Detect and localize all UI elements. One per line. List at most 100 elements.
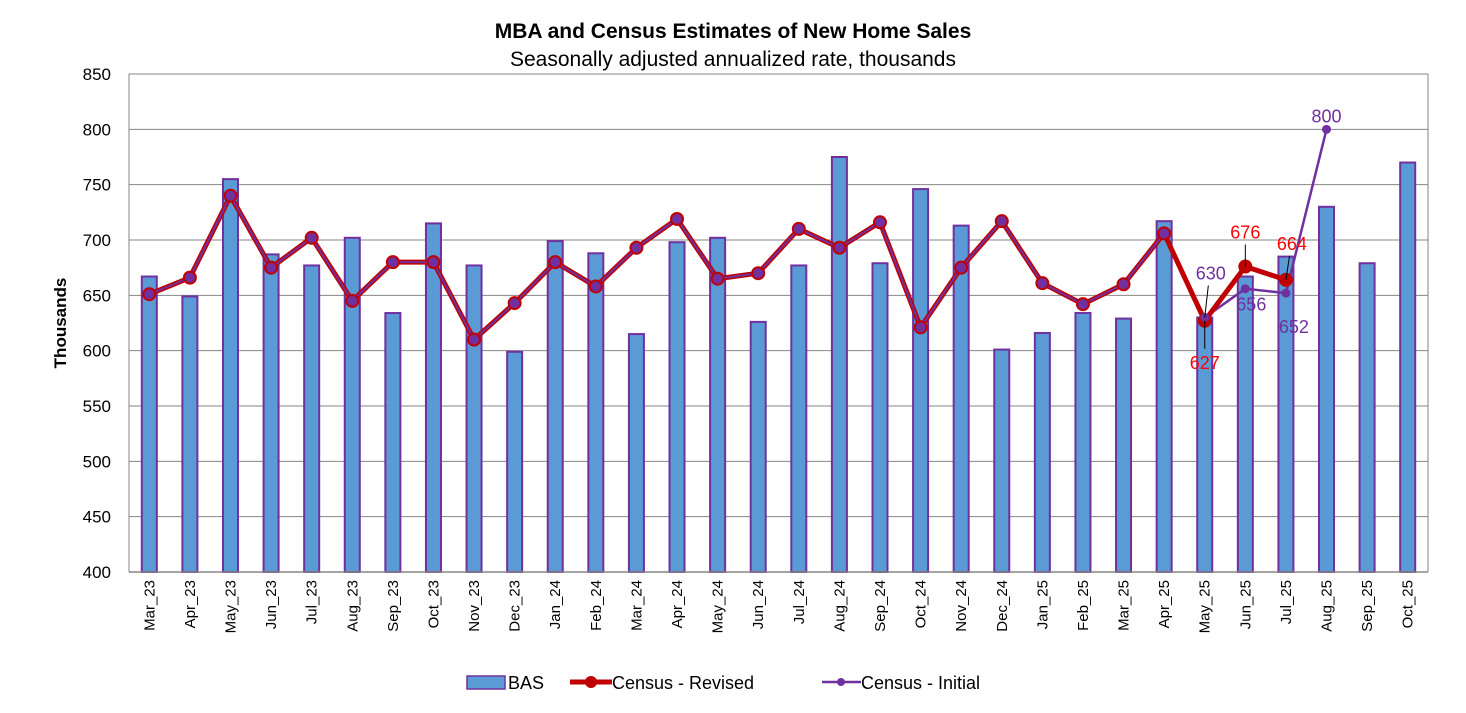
marker-census-revised xyxy=(670,211,685,226)
bar xyxy=(668,241,686,573)
x-tick-label: Jan_25 xyxy=(1034,580,1051,629)
line-shared-inner xyxy=(148,195,1165,341)
bar xyxy=(465,264,483,573)
legend: BAS Census - Revised Census - Initial xyxy=(466,673,980,693)
bar xyxy=(1074,312,1092,573)
marker-census-revised xyxy=(1116,277,1131,292)
bar xyxy=(709,236,727,574)
x-tick-label: Nov_23 xyxy=(466,580,483,632)
y-tick-label: 550 xyxy=(83,397,111,416)
marker-census-initial xyxy=(1281,288,1291,298)
bar xyxy=(830,156,848,573)
marker-census-revised xyxy=(1075,297,1090,312)
legend-label-revised: Census - Revised xyxy=(612,673,754,693)
x-tick-label: Mar_25 xyxy=(1116,580,1133,631)
marker-census-revised xyxy=(1157,226,1172,241)
bar xyxy=(140,275,158,573)
y-tick-label: 450 xyxy=(83,508,111,527)
marker-census-revised xyxy=(994,214,1009,229)
bar xyxy=(1236,275,1254,573)
x-tick-label: Mar_23 xyxy=(141,580,158,631)
legend-marker-revised xyxy=(585,676,597,688)
bar xyxy=(1155,220,1173,573)
marker-census-revised xyxy=(223,188,238,203)
leader-line xyxy=(1204,285,1209,318)
bar xyxy=(912,188,930,574)
marker-census-revised xyxy=(548,255,563,270)
data-label: 652 xyxy=(1279,317,1309,337)
bar xyxy=(1318,205,1336,574)
marker-census-revised xyxy=(182,270,197,285)
x-tick-label: Aug_23 xyxy=(344,580,361,632)
x-tick-label: Aug_25 xyxy=(1319,580,1336,632)
y-tick-label: 650 xyxy=(83,286,111,305)
x-tick-label: Oct_23 xyxy=(425,580,442,628)
x-tick-label: Oct_24 xyxy=(913,580,930,628)
bar xyxy=(262,253,280,574)
x-tick-label: Apr_23 xyxy=(182,580,199,628)
x-tick-label: Jun_23 xyxy=(263,580,280,629)
x-tick-label: May_24 xyxy=(710,580,727,633)
x-tick-label: Jun_25 xyxy=(1237,580,1254,629)
plot-frame xyxy=(128,74,1429,573)
x-tick-label: Apr_24 xyxy=(669,580,686,628)
marker-census-revised xyxy=(426,255,441,270)
marker-census-revised xyxy=(142,287,157,302)
leader-line xyxy=(1285,255,1291,280)
x-tick-label: Jul_25 xyxy=(1278,580,1295,624)
marker-census-revised xyxy=(467,332,482,347)
x-tick-label: Oct_25 xyxy=(1400,580,1417,628)
data-label: 630 xyxy=(1196,263,1226,283)
x-tick-label: Nov_24 xyxy=(953,580,970,632)
marker-census-revised xyxy=(751,266,766,281)
marker-census-revised xyxy=(345,293,360,308)
data-label: 676 xyxy=(1230,223,1260,243)
y-tick-label: 850 xyxy=(83,65,111,84)
marker-census-revised xyxy=(264,260,279,275)
bar xyxy=(303,264,321,573)
marker-census-revised xyxy=(1035,276,1050,291)
x-tick-label: Jun_24 xyxy=(750,580,767,629)
x-tick-label: Dec_24 xyxy=(994,580,1011,632)
y-axis-label: Thousands xyxy=(51,278,70,369)
marker-census-revised xyxy=(913,320,928,335)
x-tick-label: May_23 xyxy=(222,580,239,633)
marker-census-revised xyxy=(791,221,806,236)
y-tick-label: 800 xyxy=(83,120,111,139)
x-tick-label: Sep_24 xyxy=(872,580,889,632)
bar xyxy=(1277,255,1295,573)
marker-census-revised xyxy=(710,271,725,286)
chart-title: MBA and Census Estimates of New Home Sal… xyxy=(495,20,972,43)
bar xyxy=(993,348,1011,573)
y-tick-label: 600 xyxy=(83,342,111,361)
data-label: 656 xyxy=(1236,295,1266,315)
data-label: 664 xyxy=(1277,234,1307,254)
marker-census-revised xyxy=(872,215,887,230)
marker-census-initial xyxy=(1322,124,1332,134)
x-tick-label: Jul_24 xyxy=(791,580,808,624)
lines xyxy=(142,124,1332,347)
bar xyxy=(1033,331,1051,573)
marker-census-revised xyxy=(832,240,847,255)
gridlines xyxy=(129,73,1428,573)
x-tick-label: Sep_23 xyxy=(385,580,402,632)
y-tick-label: 500 xyxy=(83,452,111,471)
x-tick-label: Dec_23 xyxy=(507,580,524,632)
marker-census-revised xyxy=(385,255,400,270)
x-tick-label: Jul_23 xyxy=(304,580,321,624)
bar xyxy=(384,312,402,573)
y-axis-ticks: 400 450 500 550 600 650 700 750 800 850 xyxy=(83,65,111,582)
bar xyxy=(221,178,239,573)
bar xyxy=(587,252,605,573)
marker-census-revised xyxy=(588,279,603,294)
marker-census-revised xyxy=(954,260,969,275)
data-label: 800 xyxy=(1311,106,1341,126)
bar xyxy=(627,333,645,574)
marker-census-revised xyxy=(629,240,644,255)
y-tick-label: 700 xyxy=(83,231,111,250)
bar xyxy=(1358,262,1376,573)
legend-swatch-bas xyxy=(466,675,506,690)
x-axis-ticks: Mar_23 Apr_23 May_23 Jun_23 Jul_23 Aug_23 Sep_… xyxy=(141,580,1416,633)
x-tick-label: Feb_24 xyxy=(588,580,605,631)
